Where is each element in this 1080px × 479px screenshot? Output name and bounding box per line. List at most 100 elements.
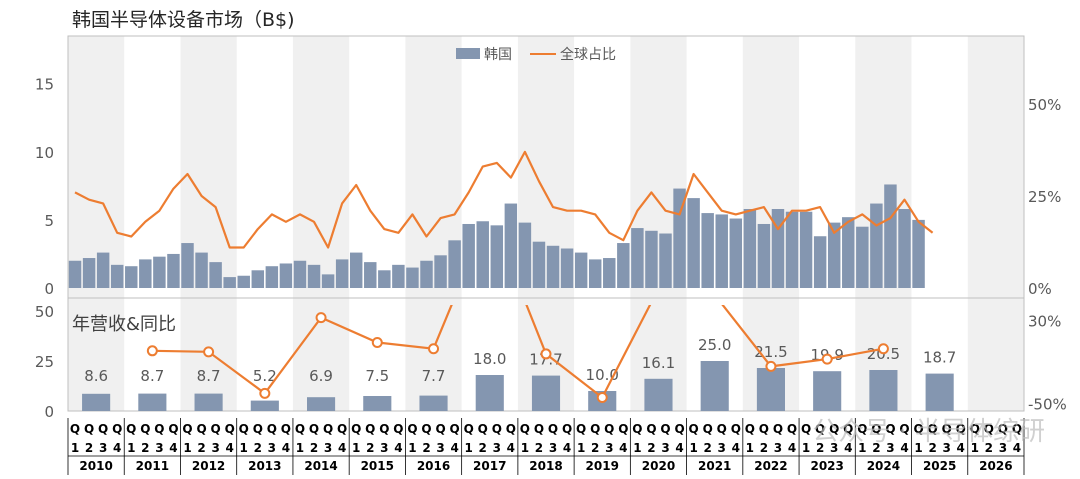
- year-stripe-2014: [292, 36, 350, 411]
- x-quarter-number: 3: [380, 441, 388, 455]
- x-quarter-letter: Q: [534, 422, 544, 436]
- annual-value-label: 5.2: [253, 367, 277, 385]
- top-left-tick-label: 5: [44, 212, 54, 230]
- top-left-tick-label: 15: [35, 76, 54, 94]
- x-quarter-letter: Q: [295, 422, 305, 436]
- x-quarter-letter: Q: [829, 422, 839, 436]
- x-quarter-number: 1: [352, 441, 360, 455]
- x-quarter-letter: Q: [731, 422, 741, 436]
- x-quarter-letter: Q: [970, 422, 980, 436]
- x-quarter-letter: Q: [984, 422, 994, 436]
- x-quarter-letter: Q: [928, 422, 938, 436]
- x-quarter-number: 4: [957, 441, 965, 455]
- x-year-label: 2013: [248, 459, 281, 473]
- x-quarter-letter: Q: [140, 422, 150, 436]
- quarter-bar: [349, 252, 363, 288]
- x-quarter-letter: Q: [464, 422, 474, 436]
- quarter-bar: [827, 222, 841, 288]
- quarter-bar: [195, 252, 208, 288]
- x-quarter-letter: Q: [379, 422, 389, 436]
- quarter-bar: [364, 262, 377, 288]
- quarter-bar: [785, 211, 799, 288]
- year-stripe-2010: [68, 36, 125, 411]
- quarter-bar: [153, 256, 166, 288]
- x-quarter-letter: Q: [759, 422, 769, 436]
- x-year-label: 2014: [304, 459, 337, 473]
- quarter-bar: [729, 218, 743, 288]
- x-quarter-letter: Q: [84, 422, 94, 436]
- x-quarter-number: 1: [577, 441, 585, 455]
- quarter-bar: [898, 208, 911, 288]
- quarter-bar: [743, 208, 757, 288]
- x-quarter-number: 1: [183, 441, 191, 455]
- x-quarter-letter: Q: [590, 422, 600, 436]
- top-right-tick-label: 0%: [1028, 280, 1052, 298]
- bottom-right-tick-label: 30%: [1028, 313, 1061, 331]
- chart-title: 韩国半导体设备市场（B$): [72, 9, 295, 31]
- quarter-bar: [181, 243, 194, 288]
- x-quarter-number: 1: [240, 441, 248, 455]
- x-quarter-letter: Q: [70, 422, 80, 436]
- quarter-bar: [757, 223, 771, 288]
- x-quarter-number: 4: [282, 441, 290, 455]
- x-year-label: 2020: [642, 459, 675, 473]
- bottom-left-tick-label: 25: [35, 353, 54, 371]
- quarter-bar: [448, 240, 461, 288]
- x-quarter-letter: Q: [239, 422, 249, 436]
- annual-bar-2024: [869, 370, 898, 411]
- yoy-marker: [203, 346, 215, 358]
- x-quarter-number: 4: [1013, 441, 1021, 455]
- x-year-label: 2021: [698, 459, 731, 473]
- annual-bar-2010: [82, 393, 111, 411]
- annual-value-label: 16.1: [642, 354, 675, 372]
- quarter-bar: [490, 225, 504, 288]
- x-quarter-number: 3: [661, 441, 669, 455]
- quarter-bar: [167, 253, 180, 288]
- x-quarter-letter: Q: [393, 422, 403, 436]
- annual-value-label: 18.0: [473, 350, 506, 368]
- x-quarter-letter: Q: [689, 422, 699, 436]
- quarter-bar: [617, 243, 630, 288]
- x-quarter-letter: Q: [267, 422, 277, 436]
- x-quarter-number: 4: [450, 441, 458, 455]
- x-quarter-letter: Q: [351, 422, 361, 436]
- x-quarter-number: 2: [197, 441, 205, 455]
- quarter-bar: [209, 262, 222, 288]
- x-quarter-number: 3: [324, 441, 332, 455]
- annual-bar-2016: [419, 395, 448, 411]
- annual-bar-2020: [644, 378, 673, 411]
- quarter-bar: [392, 264, 405, 288]
- x-quarter-letter: Q: [857, 422, 867, 436]
- quarter-bar: [237, 275, 250, 288]
- top-left-tick-label: 10: [35, 144, 54, 162]
- x-quarter-number: 4: [844, 441, 852, 455]
- x-quarter-number: 1: [971, 441, 979, 455]
- quarter-bar: [518, 222, 532, 288]
- x-quarter-number: 1: [802, 441, 810, 455]
- quarter-bar: [476, 221, 489, 288]
- x-quarter-number: 3: [155, 441, 163, 455]
- bottom-panel-bars: 8.6 8.7 8.7 5.2 6.9 7.5 7.718.0 17.710.016.125.…: [82, 336, 956, 411]
- quarter-bar: [68, 260, 82, 288]
- x-year-label: 2011: [136, 459, 169, 473]
- top-left-tick-label: 0: [44, 280, 54, 298]
- x-quarter-number: 1: [858, 441, 866, 455]
- annual-bar-2018: [531, 375, 561, 411]
- quarter-bar: [813, 236, 827, 288]
- annual-panel-title: 年营收&同比: [72, 314, 176, 335]
- x-quarter-number: 3: [999, 441, 1007, 455]
- annual-bar-2023: [813, 371, 842, 411]
- legend: 韩国 全球占比: [456, 46, 616, 63]
- x-quarter-number: 2: [254, 441, 262, 455]
- quarter-bar: [82, 258, 96, 288]
- x-quarter-letter: Q: [1012, 422, 1022, 436]
- x-quarter-number: 1: [689, 441, 697, 455]
- quarter-bar: [771, 208, 785, 288]
- x-quarter-number: 2: [85, 441, 93, 455]
- x-quarter-number: 3: [549, 441, 557, 455]
- annual-bar-2025: [925, 373, 954, 411]
- x-quarter-number: 1: [127, 441, 135, 455]
- legend-line-label: 全球占比: [560, 46, 616, 63]
- quarter-bar: [279, 263, 293, 288]
